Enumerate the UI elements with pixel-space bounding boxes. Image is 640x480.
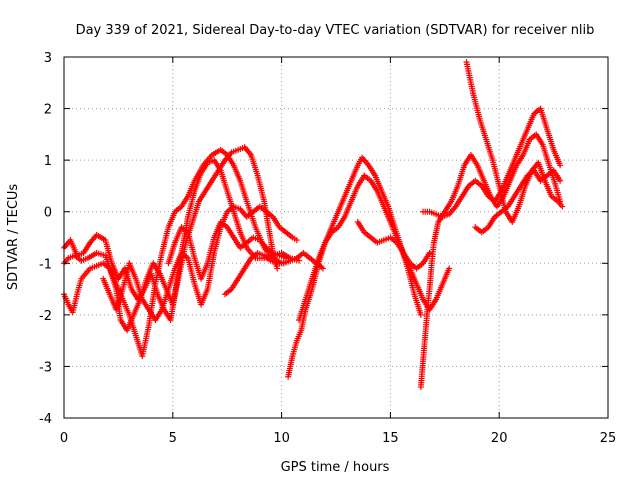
- x-tick-label: 15: [382, 431, 399, 446]
- x-tick-label: 20: [491, 431, 508, 446]
- x-axis-ticks: 0 5 10 15 20 25: [60, 57, 616, 446]
- series-arc6: [222, 249, 326, 298]
- plot-frame: [63, 56, 609, 419]
- data-point: [417, 311, 424, 318]
- data-point: [559, 203, 566, 210]
- series-arc12: [463, 59, 566, 226]
- chart-title: Day 339 of 2021, Sidereal Day-to-day VTE…: [76, 23, 595, 38]
- y-tick-label: -4: [39, 412, 52, 427]
- x-tick-label: 5: [169, 431, 177, 446]
- data-point: [293, 237, 300, 244]
- x-tick-label: 25: [600, 431, 617, 446]
- series-arc2: [61, 146, 294, 360]
- y-tick-label: -2: [39, 309, 52, 324]
- y-tick-label: 0: [44, 206, 52, 221]
- data-point: [557, 162, 564, 169]
- data-point: [426, 249, 433, 256]
- series-arc10: [417, 131, 564, 391]
- x-tick-label: 10: [273, 431, 290, 446]
- series-arc1: [61, 157, 303, 324]
- data-point: [319, 265, 326, 272]
- y-tick-label: 3: [44, 51, 52, 66]
- series-arc13: [472, 167, 564, 236]
- x-tick-label: 0: [60, 431, 68, 446]
- y-axis-label: SDTVAR / TECUs: [6, 184, 21, 291]
- x-axis-label: GPS time / hours: [281, 460, 390, 475]
- data-point: [274, 265, 281, 272]
- y-axis-ticks: -4 -3 -2 -1 0 1 2 3: [39, 51, 608, 427]
- data-point: [557, 177, 564, 184]
- gridlines: [64, 57, 608, 418]
- series-arc9: [354, 219, 433, 272]
- y-tick-label: -3: [39, 360, 52, 375]
- series-arc5: [165, 219, 289, 282]
- y-tick-label: 1: [44, 154, 52, 169]
- data-point: [446, 265, 453, 272]
- series-arc11: [420, 105, 564, 220]
- series-arc4: [100, 203, 300, 324]
- data-markers: [61, 59, 566, 391]
- y-tick-label: -1: [39, 257, 52, 272]
- y-tick-label: 2: [44, 103, 52, 118]
